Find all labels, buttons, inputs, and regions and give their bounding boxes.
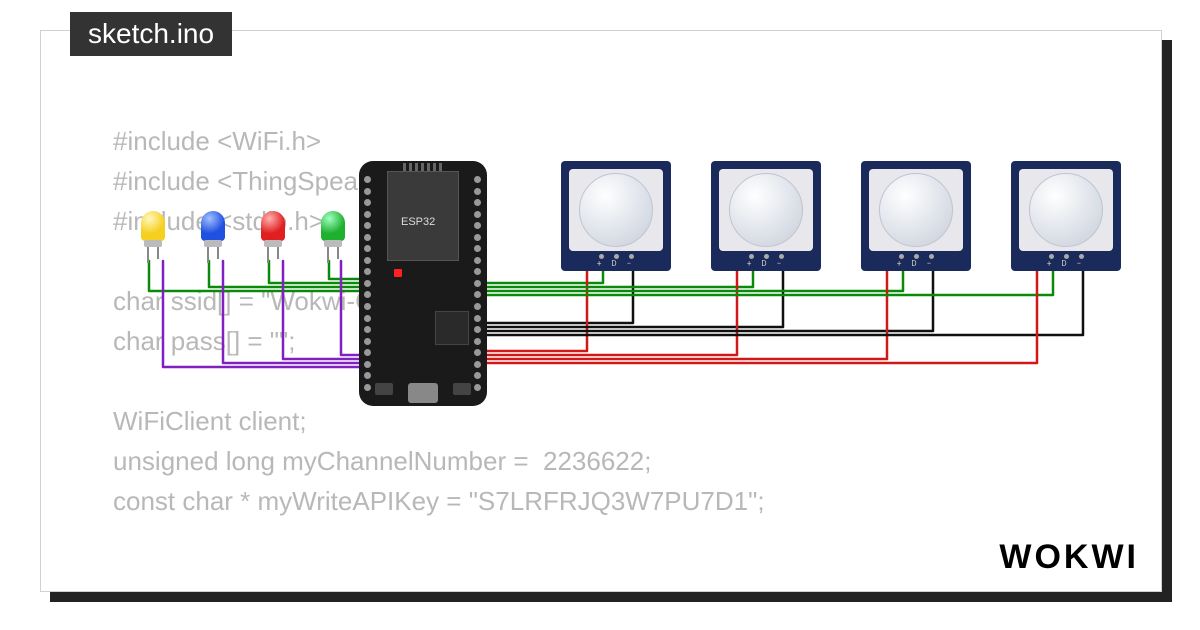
code-background: #include <WiFi.h> #include <ThingSpeak.h… xyxy=(113,121,765,521)
pir-dome xyxy=(879,173,953,247)
pir-dome xyxy=(1029,173,1103,247)
pir-pcb xyxy=(861,161,971,271)
pir-3: + D − xyxy=(861,161,971,271)
pir-pin-labels: + D − xyxy=(1011,259,1121,268)
pir-pins xyxy=(861,254,971,259)
pir-inner xyxy=(1019,169,1113,251)
pir-pin-labels: + D − xyxy=(861,259,971,268)
pir-pins xyxy=(1011,254,1121,259)
card: #include <WiFi.h> #include <ThingSpeak.h… xyxy=(40,30,1162,592)
pir-inner xyxy=(869,169,963,251)
filename-tab[interactable]: sketch.ino xyxy=(70,12,232,56)
pir-4: + D − xyxy=(1011,161,1121,271)
pir-pcb xyxy=(1011,161,1121,271)
wokwi-logo: WOKWI xyxy=(999,538,1139,577)
